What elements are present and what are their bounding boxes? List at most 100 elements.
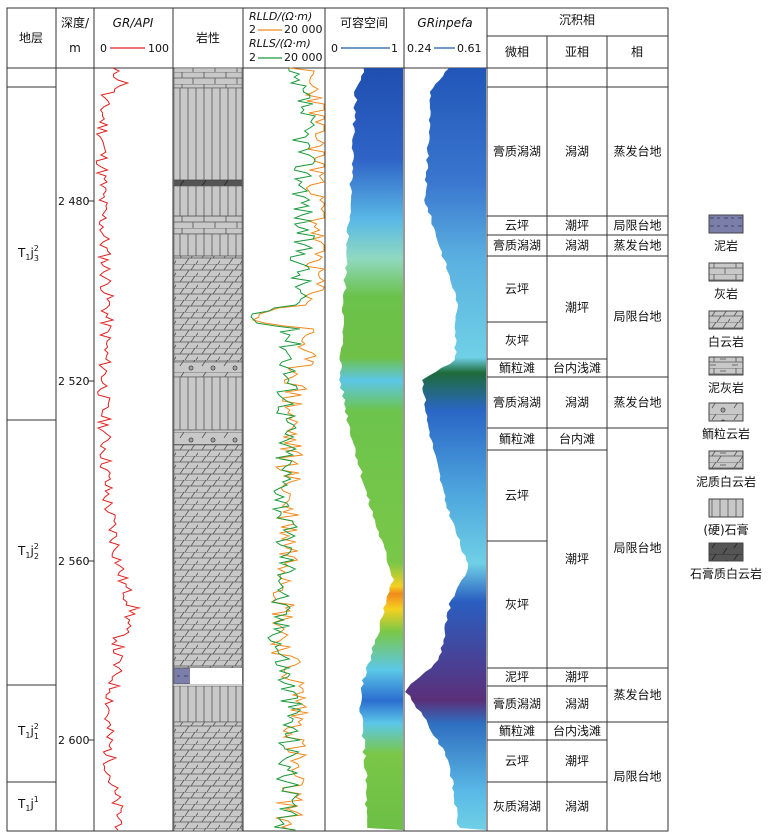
rlld-curve <box>251 67 326 831</box>
strata-main: T <box>17 246 26 260</box>
legend-label: 泥岩 <box>713 239 738 253</box>
microfacies-cell <box>486 685 548 723</box>
microfacies-label: 灰质潟湖 <box>493 799 541 814</box>
header-accommodation: 可容空间 <box>340 15 388 30</box>
strata-label: T1j2 3 <box>17 244 39 263</box>
facies-label: 局限台地 <box>613 769 661 784</box>
grinpefa-fill <box>405 68 486 830</box>
microfacies-cell <box>486 781 548 832</box>
gr-curve-track <box>95 67 142 831</box>
legend-label: 鲕粒云岩 <box>701 427 750 441</box>
subfacies-label: 台内滩 <box>559 431 595 446</box>
lithology-bed <box>173 233 243 257</box>
microfacies-label: 云坪 <box>505 754 529 768</box>
subfacies-label: 潮坪 <box>565 218 589 233</box>
strata-sup: 2 <box>34 542 39 551</box>
subfacies-cell <box>546 739 608 783</box>
facies-cell <box>606 721 669 832</box>
microfacies-cell <box>486 376 548 429</box>
lithology-column <box>173 67 243 832</box>
rlld-min: 2 <box>249 23 256 36</box>
subfacies-label: 潟湖 <box>565 238 589 253</box>
gypsiferous-dolomite-pattern <box>708 542 744 562</box>
microfacies-label: 膏质潟湖 <box>493 395 541 410</box>
facies-label: 局限台地 <box>613 540 661 555</box>
anhydrite-pattern <box>708 498 744 518</box>
header-lithology: 岩性 <box>196 30 220 45</box>
microfacies-label: 膏质潟湖 <box>493 696 541 711</box>
legend-label: (硬)石膏 <box>703 523 749 537</box>
rlls-max: 20 000 <box>284 51 323 64</box>
header-stratum: 地层 <box>19 31 43 45</box>
strata-sub1: 1 <box>25 253 30 262</box>
strata-j: j <box>29 797 33 811</box>
depth-tick-label: 2 600 <box>58 734 90 747</box>
gr-min: 0 <box>100 42 107 55</box>
subfacies-label: 潮坪 <box>565 300 589 315</box>
strata-sup: 2 <box>34 244 39 253</box>
strata-main: T <box>17 724 26 738</box>
subfacies-label: 台内浅滩 <box>553 360 601 375</box>
depth-axis: 2 480 2 520 2 560 2 600 <box>58 195 94 747</box>
rlls-min: 2 <box>249 51 256 64</box>
legend-item: 泥灰岩 <box>680 356 772 396</box>
facies-label: 蒸发台地 <box>613 687 661 702</box>
microfacies-cell <box>486 540 548 669</box>
legend-label: 白云岩 <box>707 335 744 349</box>
microfacies-label: 灰坪 <box>505 334 529 348</box>
header-rlls: RLLS/(Ω·m) <box>249 37 311 50</box>
legend-item: 泥质白云岩 <box>680 450 772 490</box>
microfacies-cell <box>486 255 548 323</box>
strata-sub1: 1 <box>25 731 30 740</box>
accommodation-track <box>339 68 403 830</box>
facies-columns: 膏质潟湖云坪膏质潟湖云坪灰坪鲕粒滩膏质潟湖鲕粒滩云坪灰坪泥坪膏质潟湖鲕粒滩云坪灰… <box>486 86 669 832</box>
facies-cell <box>606 255 669 378</box>
microfacies-label: 膏质潟湖 <box>493 144 541 159</box>
facies-cell <box>606 86 669 217</box>
strata-main: T <box>17 797 26 811</box>
strata-j: j <box>29 246 33 260</box>
strata-sub1: 1 <box>25 804 30 813</box>
strata-sub2: 2 <box>34 552 39 561</box>
strata-j: j <box>29 724 33 738</box>
grin-max: 0.61 <box>457 42 482 55</box>
limestone-pattern <box>708 262 744 282</box>
facies-label: 局限台地 <box>613 309 661 324</box>
facies-label: 蒸发台地 <box>613 144 661 159</box>
legend-label: 泥灰岩 <box>707 381 744 395</box>
subfacies-label: 潮坪 <box>565 753 589 768</box>
subfacies-cell <box>546 449 608 669</box>
microfacies-label: 泥坪 <box>505 670 529 684</box>
lithology-bed <box>173 179 243 187</box>
depth-tick-label: 2 480 <box>58 195 90 208</box>
strata-main: T <box>17 544 26 558</box>
acc-min: 0 <box>331 42 338 55</box>
rlld-max: 20 000 <box>284 23 323 36</box>
header-row: 地层 深度/ m GR/API 0 100 岩性 RLLD/(Ω·m) 2 20… <box>19 10 643 64</box>
legend-item: 石膏质白云岩 <box>680 542 772 582</box>
legend-item: 白云岩 <box>680 310 772 350</box>
lithology-bed <box>173 215 243 235</box>
header-rlld: RLLD/(Ω·m) <box>249 10 312 23</box>
legend-item: (硬)石膏 <box>680 498 772 538</box>
legend-item: 灰岩 <box>680 262 772 302</box>
strata-label: T1j2 1 <box>17 722 39 741</box>
legend-label: 灰岩 <box>713 287 738 301</box>
rlls-curve <box>250 67 317 831</box>
header-gr: GR/API <box>113 16 154 30</box>
gr-curve <box>95 67 142 831</box>
subfacies-cell <box>546 86 608 217</box>
subfacies-label: 台内浅滩 <box>553 723 601 738</box>
legend-item: 泥岩 <box>680 214 772 254</box>
strata-sup: 1 <box>34 795 39 804</box>
mudstone-pattern <box>708 214 744 234</box>
argillaceous-dolomite-pattern <box>708 450 744 470</box>
header-facies-group: 沉积相 <box>559 13 595 27</box>
lithology-bed <box>173 444 243 669</box>
microfacies-cell <box>486 321 548 360</box>
depth-tick-label: 2 560 <box>58 555 90 568</box>
header-grinpefa: GRinpefa <box>417 16 472 30</box>
lithology-gap <box>190 668 242 684</box>
